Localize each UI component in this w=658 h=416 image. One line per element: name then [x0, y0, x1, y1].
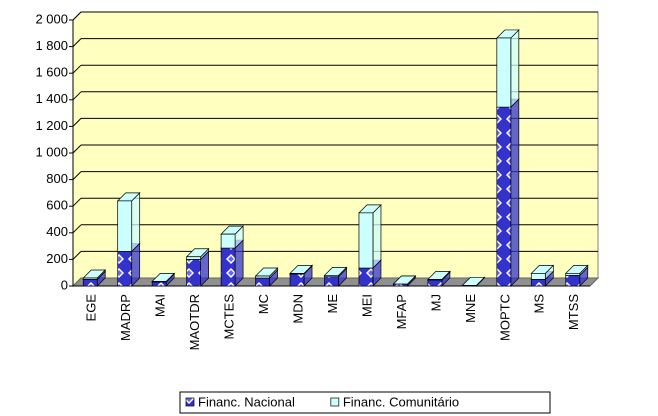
bar-side [131, 192, 141, 253]
bar-side [510, 98, 520, 287]
x-tick-label: MC [256, 294, 271, 314]
grid-line [72, 144, 82, 154]
y-tick-label: 0 [61, 277, 68, 292]
x-tick-label: MTSS [566, 294, 581, 330]
y-tick-label: 600 [46, 198, 68, 213]
bar [496, 106, 512, 287]
bar-top [392, 275, 417, 285]
grid-line [72, 171, 82, 180]
x-tick-label: MFAP [394, 294, 409, 329]
x-tick-label: MCTES [222, 294, 237, 340]
x-tick-label: MEI [359, 294, 374, 317]
bar [530, 279, 546, 287]
bar [324, 275, 339, 278]
bar [220, 233, 236, 249]
legend-swatch [185, 397, 195, 407]
x-tick-label: EGE [84, 294, 99, 322]
x-tick-label: MJ [428, 294, 443, 311]
grid-line [72, 91, 82, 101]
grid-line [72, 251, 82, 260]
bar [427, 279, 443, 287]
y-tick-label: 1 000 [35, 144, 68, 159]
grid-line [72, 11, 82, 21]
y-tick-label: 2 000 [35, 11, 68, 26]
grid-line [72, 38, 82, 47]
y-tick-label: 200 [46, 251, 68, 266]
x-tick-label: MNE [463, 294, 478, 323]
bar [117, 251, 133, 287]
y-tick-label: 1 200 [35, 118, 68, 133]
bar [117, 200, 133, 252]
bar [358, 267, 374, 287]
bar-side [372, 204, 382, 269]
y-tick-label: 1 800 [35, 38, 68, 53]
bar [82, 277, 98, 280]
x-tick-label: MADRP [118, 294, 133, 341]
grid-line [72, 197, 82, 207]
grid-line [72, 64, 82, 74]
bar [289, 273, 305, 287]
x-tick-label: MAI [153, 294, 168, 317]
y-tick-label: 1 400 [35, 91, 68, 106]
bar [220, 247, 236, 287]
bar-side [510, 29, 520, 108]
y-tick-label: 800 [46, 171, 68, 186]
x-tick-label: MOPTC [497, 294, 512, 341]
bar [186, 259, 201, 287]
plot-wall [72, 11, 599, 288]
x-tick-label: MS [532, 294, 547, 314]
bar [151, 281, 167, 287]
bar [324, 276, 339, 287]
legend-label: Financ. Nacional [198, 394, 295, 409]
bar [151, 280, 167, 283]
bar [496, 37, 512, 108]
bar-top [461, 276, 486, 286]
y-tick-label: 400 [46, 224, 68, 239]
legend-label: Financ. Comunitário [343, 394, 459, 409]
bar [289, 273, 305, 275]
bar [565, 273, 581, 276]
bar [427, 279, 443, 281]
bar [186, 256, 201, 260]
bar [255, 275, 270, 279]
x-tick-label: MDN [290, 294, 305, 324]
grid-line [72, 118, 82, 127]
x-tick-label: ME [325, 294, 340, 314]
x-tick-label: MAOTDR [187, 294, 202, 350]
bar [82, 279, 98, 287]
legend [179, 391, 551, 414]
legend-swatch [330, 397, 340, 407]
bar [255, 277, 270, 287]
bar [565, 275, 581, 287]
bar [530, 273, 546, 280]
y-tick-label: 1 600 [35, 65, 68, 80]
grid-line [72, 224, 82, 234]
bar [358, 212, 374, 269]
